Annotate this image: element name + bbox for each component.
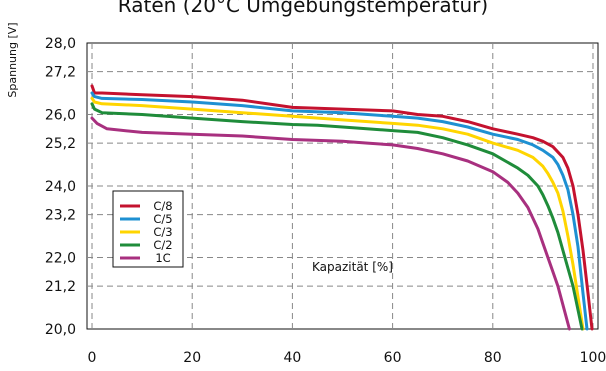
y-tick-label: 28,0: [45, 36, 76, 52]
x-tick-label: 80: [484, 350, 502, 366]
x-tick-label: 40: [283, 350, 301, 366]
legend-label: C/2: [153, 238, 172, 252]
legend-label: C/3: [153, 225, 172, 239]
legend-label: C/8: [153, 199, 172, 213]
y-tick-label: 26,0: [45, 108, 76, 124]
x-tick-labels: 0 20 40 60 80 100: [88, 350, 606, 366]
y-tick-labels: 20,0 21,2 22,0 23,2 24,0 25,2 26,0 27,2 28,0: [45, 36, 76, 338]
legend-label: 1C: [155, 251, 170, 265]
capacity-annotation: Kapazität [%]: [312, 260, 393, 274]
y-tick-label: 27,2: [45, 65, 76, 81]
y-tick-label: 22,0: [45, 251, 76, 267]
series-line-c-2: [90, 102, 584, 331]
series-line-c-5: [90, 91, 589, 331]
x-tick-label: 20: [183, 350, 201, 366]
legend-label: C/5: [153, 212, 172, 226]
x-tick-label: 100: [580, 350, 606, 366]
grid-lines: [87, 43, 598, 329]
series-line-c-3: [90, 96, 585, 331]
legend-box: [112, 190, 184, 268]
legend: C/8C/5C/3C/21C: [112, 190, 184, 268]
series-lines: [90, 84, 594, 331]
series-line-1c: [90, 116, 571, 331]
chart-title: Raten (20°C Umgebungstemperatur): [118, 0, 488, 17]
y-tick-label: 20,0: [45, 322, 76, 338]
x-tick-label: 0: [88, 350, 97, 366]
y-tick-label: 21,2: [45, 279, 76, 295]
series-line-c-8: [90, 84, 594, 331]
y-tick-label: 25,2: [45, 136, 76, 152]
x-tick-label: 60: [384, 350, 402, 366]
y-axis-label: Spannung [V]: [6, 22, 19, 97]
y-tick-label: 24,0: [45, 179, 76, 195]
y-tick-label: 23,2: [45, 208, 76, 224]
